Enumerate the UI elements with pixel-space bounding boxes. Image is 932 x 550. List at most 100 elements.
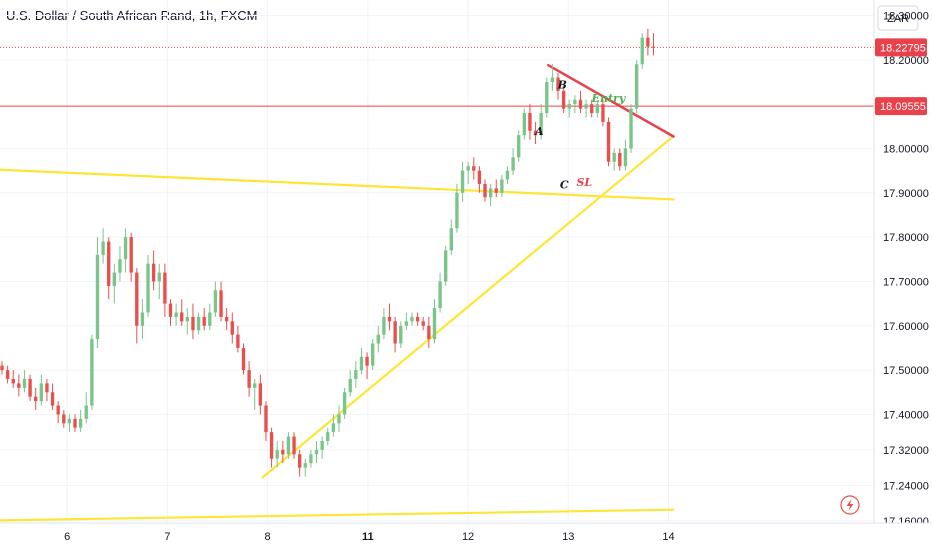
- candle-body: [629, 108, 633, 149]
- annotation-b: B: [557, 79, 567, 92]
- candle: [208, 303, 212, 331]
- candle: [320, 436, 324, 459]
- candle-body: [573, 99, 577, 105]
- candle-body: [90, 339, 94, 406]
- x-tick-label: 13: [562, 531, 574, 543]
- candle-body: [404, 321, 409, 326]
- candle-body: [449, 228, 453, 251]
- x-tick-label: 11: [362, 531, 374, 543]
- candle-body: [522, 113, 527, 136]
- candle: [466, 161, 470, 184]
- candle-body: [185, 316, 190, 322]
- trendlines[interactable]: [0, 63, 675, 522]
- candle-body: [421, 321, 425, 326]
- yellow-trendline[interactable]: [0, 508, 675, 522]
- candle-body: [303, 463, 307, 468]
- candle: [573, 95, 577, 114]
- candle: [163, 263, 167, 317]
- candle: [578, 90, 583, 114]
- candle: [550, 64, 555, 91]
- candle: [107, 237, 111, 300]
- candle: [472, 157, 476, 180]
- candle: [618, 148, 622, 171]
- candle: [157, 263, 161, 300]
- candle-body: [477, 170, 482, 184]
- candle-body: [365, 356, 369, 366]
- candle: [584, 99, 588, 118]
- candle-body: [320, 441, 324, 450]
- candle-body: [146, 263, 150, 313]
- candle-body: [157, 272, 161, 282]
- candle-body: [331, 423, 336, 433]
- candle-body: [258, 383, 263, 406]
- yellow-trendline[interactable]: [0, 168, 675, 201]
- candle: [168, 299, 173, 326]
- candle-body: [275, 449, 279, 459]
- candle: [253, 378, 257, 410]
- candle: [460, 161, 465, 202]
- candle-body: [618, 152, 622, 167]
- candle-body: [438, 281, 442, 309]
- candle-body: [50, 392, 55, 406]
- candle-body: [292, 436, 296, 455]
- currency-box[interactable]: [877, 5, 919, 31]
- candle: [73, 414, 77, 433]
- candle-body: [78, 418, 83, 428]
- candle: [629, 104, 633, 153]
- time-axis[interactable]: [0, 523, 932, 550]
- candle-body: [500, 179, 504, 193]
- candle: [281, 441, 285, 464]
- candle: [539, 104, 543, 140]
- current-price-badge: [875, 38, 927, 57]
- price-axis[interactable]: [874, 0, 932, 523]
- candle-body: [595, 104, 600, 114]
- yellow-trendline[interactable]: [261, 134, 675, 479]
- annotation-sl: SL: [576, 176, 592, 189]
- candle: [241, 343, 246, 375]
- candle-body: [432, 308, 437, 340]
- candle: [382, 308, 386, 340]
- candle-body: [73, 418, 77, 428]
- x-tick-label: 8: [265, 531, 271, 543]
- candle-body: [348, 378, 352, 393]
- candle: [236, 325, 240, 353]
- candle: [135, 268, 139, 344]
- candle: [95, 237, 100, 348]
- candle: [258, 374, 263, 415]
- candle: [528, 104, 532, 140]
- candle-body: [410, 316, 414, 322]
- candle-body: [213, 290, 218, 313]
- candle: [0, 361, 4, 375]
- candle: [455, 183, 459, 233]
- annotation-a: A: [534, 125, 544, 138]
- candle-body: [561, 90, 566, 109]
- currency-label: ZAR: [887, 13, 909, 25]
- candle: [556, 73, 560, 100]
- x-axis-ticks: 6 7 8 11 12 13 14: [64, 531, 675, 543]
- candle-body: [180, 312, 184, 322]
- candle: [185, 308, 190, 335]
- candle: [601, 99, 605, 127]
- candle: [140, 299, 145, 340]
- candle-body: [623, 148, 628, 167]
- lightning-icon[interactable]: [840, 495, 860, 515]
- candle-body: [174, 312, 178, 317]
- candle-body: [578, 99, 583, 109]
- y-tick-label: 17.50000: [883, 365, 929, 377]
- red-trendline[interactable]: [547, 63, 675, 138]
- candle: [634, 59, 639, 114]
- candle-body: [140, 312, 145, 326]
- candle: [303, 458, 307, 477]
- candle-body: [326, 432, 330, 442]
- candle: [567, 99, 571, 118]
- x-tick-label: 6: [64, 531, 70, 543]
- candle-body: [539, 113, 543, 136]
- candle: [522, 108, 527, 140]
- candle: [517, 130, 521, 162]
- x-tick-label: 7: [164, 531, 170, 543]
- candle-body: [236, 334, 240, 348]
- candle: [101, 228, 105, 264]
- candle-body: [466, 166, 470, 171]
- candle-body: [387, 316, 392, 322]
